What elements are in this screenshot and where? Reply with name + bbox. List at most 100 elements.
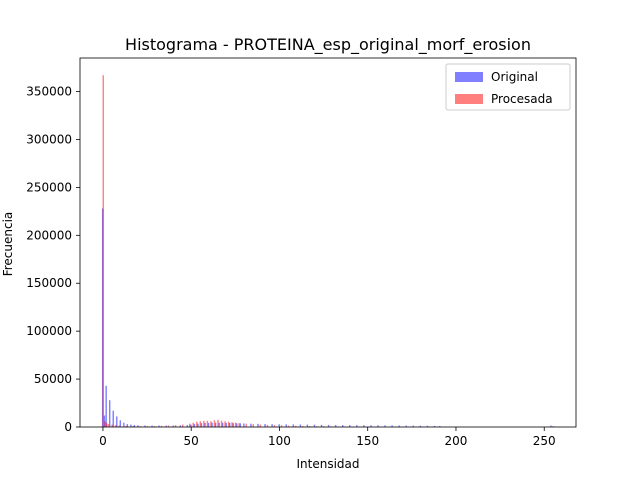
legend-swatch xyxy=(455,72,483,82)
histogram-bar-procesada xyxy=(111,424,113,427)
y-tick-label: 300000 xyxy=(26,132,72,146)
y-tick-label: 50000 xyxy=(34,372,72,386)
histogram-bar-original xyxy=(225,422,227,427)
histogram-bar-procesada xyxy=(294,425,297,427)
legend-swatch xyxy=(455,94,483,104)
histogram-bar-original xyxy=(363,425,365,427)
histogram-bar-original xyxy=(391,425,393,427)
histogram-bar-procesada xyxy=(238,423,240,427)
x-axis-label: Intensidad xyxy=(296,457,359,471)
y-tick-label: 100000 xyxy=(26,324,72,338)
y-tick-label: 200000 xyxy=(26,228,72,242)
histogram-bar-procesada xyxy=(139,426,142,427)
histogram-bar-original xyxy=(172,425,174,427)
histogram-bar-original xyxy=(105,385,107,427)
legend-label: Procesada xyxy=(491,92,553,106)
histogram-bar-original xyxy=(109,400,111,427)
histogram-bar-procesada xyxy=(280,425,283,427)
histogram-bar-original xyxy=(119,420,121,427)
histogram-bar-procesada xyxy=(114,425,117,427)
x-tick-label: 150 xyxy=(356,434,379,448)
histogram-bar-procesada xyxy=(132,426,134,427)
histogram-bar-original xyxy=(292,424,294,427)
histogram-bar-original xyxy=(130,424,132,427)
histogram-bar-original xyxy=(349,425,351,427)
histogram-bar-original xyxy=(186,425,189,427)
y-tick-label: 350000 xyxy=(26,85,72,99)
histogram-bar-original xyxy=(123,422,125,427)
histogram-bar-procesada xyxy=(199,421,202,427)
histogram-bar-procesada xyxy=(220,420,223,427)
histogram-bar-original xyxy=(232,423,234,427)
histogram-bar-original xyxy=(179,425,182,427)
histogram-bar-original xyxy=(165,425,167,427)
histogram-bar-original xyxy=(133,425,136,427)
chart-title: Histograma - PROTEINA_esp_original_morf_… xyxy=(125,35,531,55)
axes: 0 50 100 150 200 250 0 50000 100000 150000 200000 2… xyxy=(26,57,577,448)
histogram-bar-procesada xyxy=(552,426,555,427)
histogram-bar-original xyxy=(151,425,153,427)
histogram-bar-original xyxy=(204,422,206,427)
histogram-bar-procesada xyxy=(224,421,226,427)
histogram-bar-original xyxy=(207,422,210,427)
histogram-bar-original xyxy=(327,424,330,427)
histogram-bar-original xyxy=(200,423,203,427)
histogram-bar-procesada xyxy=(213,420,216,427)
histogram-bar-procesada xyxy=(106,423,108,427)
histogram-bar-original xyxy=(236,423,238,427)
histogram-bar-procesada xyxy=(309,426,311,427)
histogram-bar-original xyxy=(193,424,196,427)
histogram-bar-original xyxy=(370,425,372,427)
histogram-bar-original xyxy=(278,424,280,427)
histogram-bar-procesada xyxy=(227,421,230,427)
histogram-bar-original xyxy=(384,425,386,427)
histogram-bar-procesada xyxy=(231,422,233,427)
histogram-bar-original xyxy=(158,425,160,427)
histogram-bar-original xyxy=(320,424,323,427)
histogram-bar-original xyxy=(313,424,316,427)
histogram-bar-original xyxy=(412,425,415,427)
plot-frame xyxy=(79,57,577,428)
histogram-bar-procesada xyxy=(210,421,212,427)
histogram-bar-procesada xyxy=(234,422,237,427)
histogram-bar-original xyxy=(405,425,407,427)
histogram-bar-original xyxy=(239,423,242,427)
histogram-bar-original xyxy=(190,424,192,427)
x-tick-label: 200 xyxy=(445,434,468,448)
histogram-bar-original xyxy=(229,422,231,427)
histogram-bar-original xyxy=(264,424,266,427)
histogram-bar-procesada xyxy=(107,424,110,427)
histogram-bar-original xyxy=(398,425,400,427)
histogram-bar-procesada xyxy=(266,424,269,427)
histogram-bar-procesada xyxy=(217,419,219,427)
histogram-bar-original xyxy=(285,424,287,427)
histogram-bar-original xyxy=(243,423,245,427)
y-tick-label: 0 xyxy=(64,420,72,434)
histogram-bar-original xyxy=(144,425,146,427)
histogram-bar-procesada xyxy=(102,75,104,427)
legend: Original Procesada xyxy=(445,63,571,111)
histogram-bar-original xyxy=(112,410,114,427)
histogram-bar-original xyxy=(137,425,139,427)
histogram-bar-procesada xyxy=(316,426,318,427)
histogram-bar-procesada xyxy=(259,424,262,427)
histogram-bar-procesada xyxy=(125,425,127,427)
x-tick-label: 250 xyxy=(533,434,556,448)
histogram-bar-procesada xyxy=(153,426,156,427)
histogram-bar-procesada xyxy=(206,420,209,427)
histogram-bar-original xyxy=(433,425,436,427)
histogram-bar-original xyxy=(334,424,337,427)
histogram-bar-procesada xyxy=(189,423,191,427)
histogram-bar-original xyxy=(356,425,358,427)
histogram-bar-original xyxy=(299,424,302,427)
x-tick-label: 0 xyxy=(99,434,107,448)
histogram-bar-original xyxy=(377,425,379,427)
histogram-bars xyxy=(101,75,555,427)
histogram-bar-original xyxy=(419,425,422,427)
histogram-bar-original xyxy=(439,426,441,427)
histogram-bar-original xyxy=(271,424,273,427)
histogram-bar-procesada xyxy=(245,423,247,427)
histogram-bar-original xyxy=(250,423,252,427)
histogram-bar-procesada xyxy=(302,425,304,427)
